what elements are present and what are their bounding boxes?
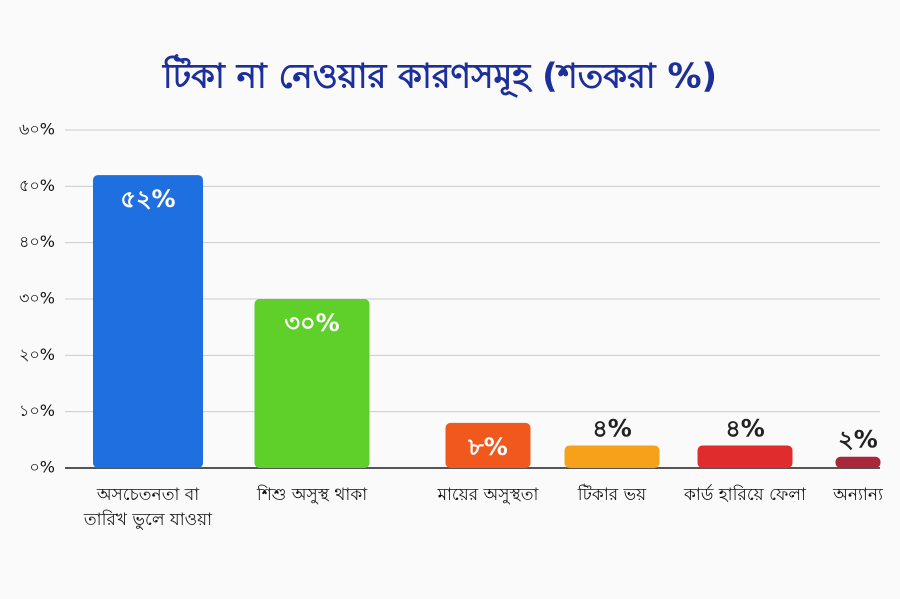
bar xyxy=(697,445,793,468)
x-tick-label: অন্যান্য xyxy=(833,485,883,505)
value-label: ৪% xyxy=(592,414,632,442)
x-tick-label: শিশু অসুস্থ থাকা xyxy=(256,485,368,505)
y-tick-label: ১০% xyxy=(19,401,55,420)
chart-title: টিকা না নেওয়ার কারণসমূহ (শতকরা %) xyxy=(162,54,717,99)
x-tick-label: মায়ের অসুস্থতা xyxy=(437,485,539,505)
y-tick-label: ৪০% xyxy=(19,232,55,251)
value-label: ৩০% xyxy=(284,309,339,337)
x-tick-label: কার্ড হারিয়ে ফেলা xyxy=(684,485,806,505)
value-label: ৮% xyxy=(467,433,508,461)
bar xyxy=(93,175,203,469)
bar xyxy=(564,445,660,468)
bar xyxy=(835,456,881,468)
y-tick-label: ৫০% xyxy=(19,176,55,195)
value-label: ৪% xyxy=(725,414,765,442)
value-label: ৫২% xyxy=(120,185,175,213)
bar xyxy=(254,299,370,468)
y-tick-label: ০% xyxy=(29,458,55,477)
y-tick-label: ৩০% xyxy=(19,289,55,308)
x-tick-label: টিকার ভয় xyxy=(577,485,647,505)
value-label: ২% xyxy=(838,426,878,454)
x-tick-label: অসচেতনতা বা তারিখ ভুলে যাওয়া xyxy=(83,485,213,530)
bar xyxy=(445,422,531,468)
y-tick-label: ৬০% xyxy=(19,120,55,139)
y-tick-label: ২০% xyxy=(19,345,55,364)
